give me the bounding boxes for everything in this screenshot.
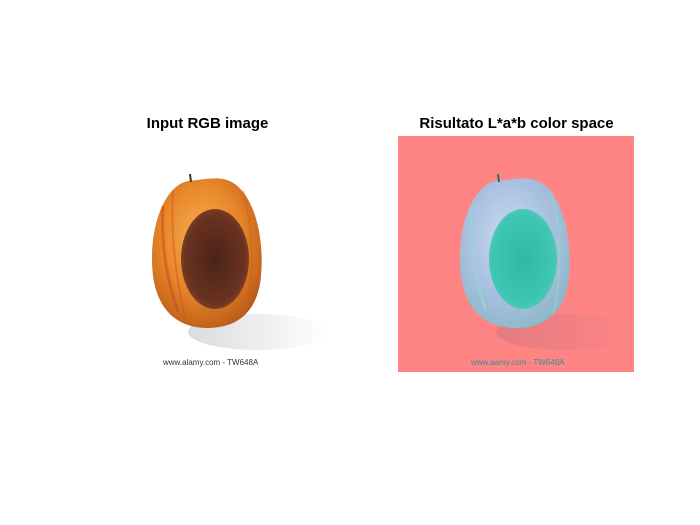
apple-photo — [152, 173, 325, 350]
input-rgb-image: www.alamy.com - TW648A — [133, 136, 325, 372]
watermark-text: www.alamy.com - TW648A — [163, 358, 259, 367]
lab-color-space-image: www.aamy.com - TW648A — [398, 136, 634, 372]
watermark-text: www.aamy.com - TW648A — [471, 358, 565, 367]
lab-apple-photo — [460, 173, 634, 350]
input-image-title: Input RGB image — [146, 115, 269, 132]
lab-result-title: Risultato L*a*b color space — [419, 115, 614, 132]
